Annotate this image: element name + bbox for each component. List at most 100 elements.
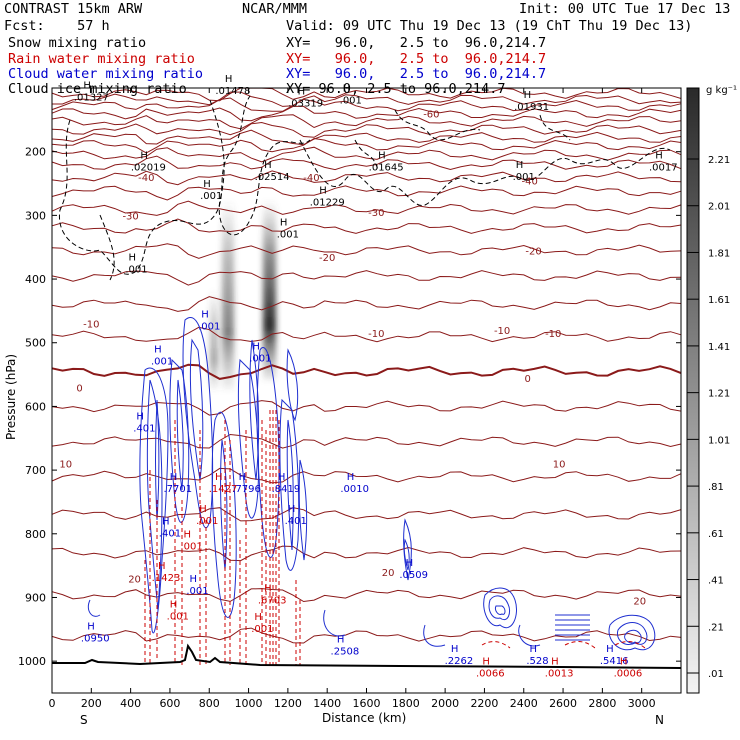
y-axis-label: Pressure (hPa) bbox=[4, 354, 18, 440]
maximum-value: .2508 bbox=[331, 646, 360, 657]
y-tick-label: 800 bbox=[25, 528, 46, 541]
maximum-value: .5416 bbox=[600, 656, 629, 667]
isotherm-line bbox=[51, 114, 682, 130]
colorbar-label: 2.01 bbox=[708, 202, 730, 213]
isotherm-label: 20 bbox=[128, 574, 141, 585]
maximum-marker: H bbox=[136, 412, 144, 423]
maximum-value: .01327 bbox=[74, 92, 109, 103]
isotherm-line bbox=[51, 155, 682, 171]
maximum-marker: H bbox=[170, 599, 178, 610]
isotherm-line bbox=[51, 243, 682, 259]
colorbar-label: 1.41 bbox=[708, 342, 730, 353]
x-tick-label: 1600 bbox=[353, 697, 381, 710]
x-axis-label: Distance (km) bbox=[322, 711, 406, 725]
contour-labels: -60 -40 -40 -40 -30 -30 -20 -20 -10 -10 -10 -10 0 0 10… bbox=[59, 109, 646, 607]
x-tick-label: 1000 bbox=[235, 697, 263, 710]
maximum-marker: H bbox=[129, 252, 137, 263]
field-name-rain: Rain water mixing ratio bbox=[8, 51, 195, 67]
isotherm-line bbox=[52, 91, 682, 107]
field-name-cloud-water: Cloud water mixing ratio bbox=[8, 66, 204, 82]
maximum-value: .2262 bbox=[445, 656, 474, 667]
isotherm-line bbox=[51, 200, 682, 216]
colorbar-label: 2.21 bbox=[708, 155, 730, 166]
maximum-marker: H bbox=[162, 517, 170, 528]
x-tick-label: 2600 bbox=[549, 697, 577, 710]
isotherm-line bbox=[51, 296, 682, 312]
isotherm-label: -20 bbox=[319, 253, 335, 264]
maximum-value: .001 bbox=[125, 264, 147, 275]
isotherm-label: 20 bbox=[382, 568, 395, 579]
maximum-marker: H bbox=[337, 634, 345, 645]
maximum-marker: H bbox=[140, 150, 148, 161]
field-xy-snow: XY= 96.0, 2.5 to 96.0,214.7 bbox=[286, 35, 547, 51]
colorbar-label: .41 bbox=[708, 576, 724, 587]
x-tick-label: 800 bbox=[199, 697, 220, 710]
isotherm-label: -40 bbox=[138, 173, 154, 184]
isotherm-label: -40 bbox=[303, 173, 319, 184]
x-tick-label: 1200 bbox=[274, 697, 302, 710]
colorbar-label: .61 bbox=[708, 529, 724, 540]
maximum-marker: H bbox=[482, 657, 490, 668]
isotherm-line bbox=[51, 363, 682, 380]
x-tick-label: 2800 bbox=[588, 697, 616, 710]
maximum-value: .1423 bbox=[152, 573, 181, 584]
maximum-value: .0950 bbox=[81, 634, 110, 645]
maximum-value: .001 bbox=[249, 353, 271, 364]
maximum-marker: H bbox=[252, 341, 260, 352]
field-xy-cloud-ice: XY= 96.0, 2.5 to 96.0,214.7 bbox=[286, 81, 505, 97]
maximum-marker: H bbox=[551, 657, 559, 668]
colorbar-label: 1.01 bbox=[708, 435, 730, 446]
maximum-value: .001 bbox=[513, 172, 535, 183]
isotherm-line bbox=[51, 185, 682, 201]
isotherm-label: 0 bbox=[524, 374, 530, 385]
maximum-value: .02514 bbox=[255, 172, 290, 183]
maximum-marker: H bbox=[451, 644, 459, 655]
maximum-marker: H bbox=[319, 185, 327, 196]
colorbar-label: .81 bbox=[708, 482, 724, 493]
y-tick-label: 200 bbox=[25, 146, 46, 159]
maximum-marker: H bbox=[288, 504, 296, 515]
isotherm-line bbox=[51, 467, 682, 484]
isotherm-label: 10 bbox=[59, 460, 72, 471]
y-tick-label: 400 bbox=[25, 273, 46, 286]
isotherm-label: -10 bbox=[368, 329, 384, 340]
center-label: NCAR/MMM bbox=[242, 1, 308, 17]
isotherm-line bbox=[51, 588, 682, 603]
colorbar-label: .01 bbox=[708, 669, 724, 680]
y-tick-label: 1000 bbox=[18, 655, 46, 668]
maximum-value: .02019 bbox=[131, 162, 166, 173]
maximum-value: .401 bbox=[285, 516, 307, 527]
maximum-marker: H bbox=[278, 472, 286, 483]
maximum-marker: H bbox=[516, 160, 524, 171]
isotherm-label: -20 bbox=[525, 246, 541, 257]
field-name-cloud-ice: Cloud ice mixing ratio bbox=[8, 81, 187, 97]
valid-time: Valid: 09 UTC Thu 19 Dec 13 (19 ChT Thu … bbox=[286, 18, 693, 34]
maximum-marker: H bbox=[83, 80, 91, 91]
isotherm-line bbox=[51, 400, 682, 416]
field-xy-cloud-water: XY= 96.0, 2.5 to 96.0,214.7 bbox=[286, 66, 547, 82]
maximum-value: .0006 bbox=[614, 669, 643, 680]
north-label: N bbox=[655, 713, 664, 727]
isotherm-line bbox=[51, 545, 682, 562]
isotherm-line bbox=[51, 433, 682, 449]
maximum-value: .1427 bbox=[209, 484, 238, 495]
maximum-marker: H bbox=[606, 644, 614, 655]
maximum-value: .0010 bbox=[340, 484, 369, 495]
maximum-marker: H bbox=[201, 310, 209, 321]
isotherm-line bbox=[51, 627, 682, 644]
x-tick-label: 400 bbox=[120, 697, 141, 710]
y-tick-label: 500 bbox=[25, 337, 46, 350]
y-tick-label: 900 bbox=[25, 591, 46, 604]
maximum-marker: H bbox=[264, 583, 272, 594]
maximum-marker: H bbox=[530, 644, 538, 655]
maximum-marker: H bbox=[203, 179, 211, 190]
colorbar: .01 .21 .41 .61 .81 1.01 1.21 1.41 1.61 1.81 2.01 2… bbox=[686, 85, 737, 694]
maximum-value: .7701 bbox=[163, 484, 192, 495]
colorbar-label: 1.81 bbox=[708, 248, 730, 259]
maximum-marker: H bbox=[620, 657, 628, 668]
isotherm-label: -40 bbox=[521, 176, 537, 187]
isotherm-label: -60 bbox=[423, 109, 439, 120]
model-title: CONTRAST 15km ARW bbox=[4, 1, 143, 17]
cloud-ice-contours bbox=[59, 95, 671, 281]
